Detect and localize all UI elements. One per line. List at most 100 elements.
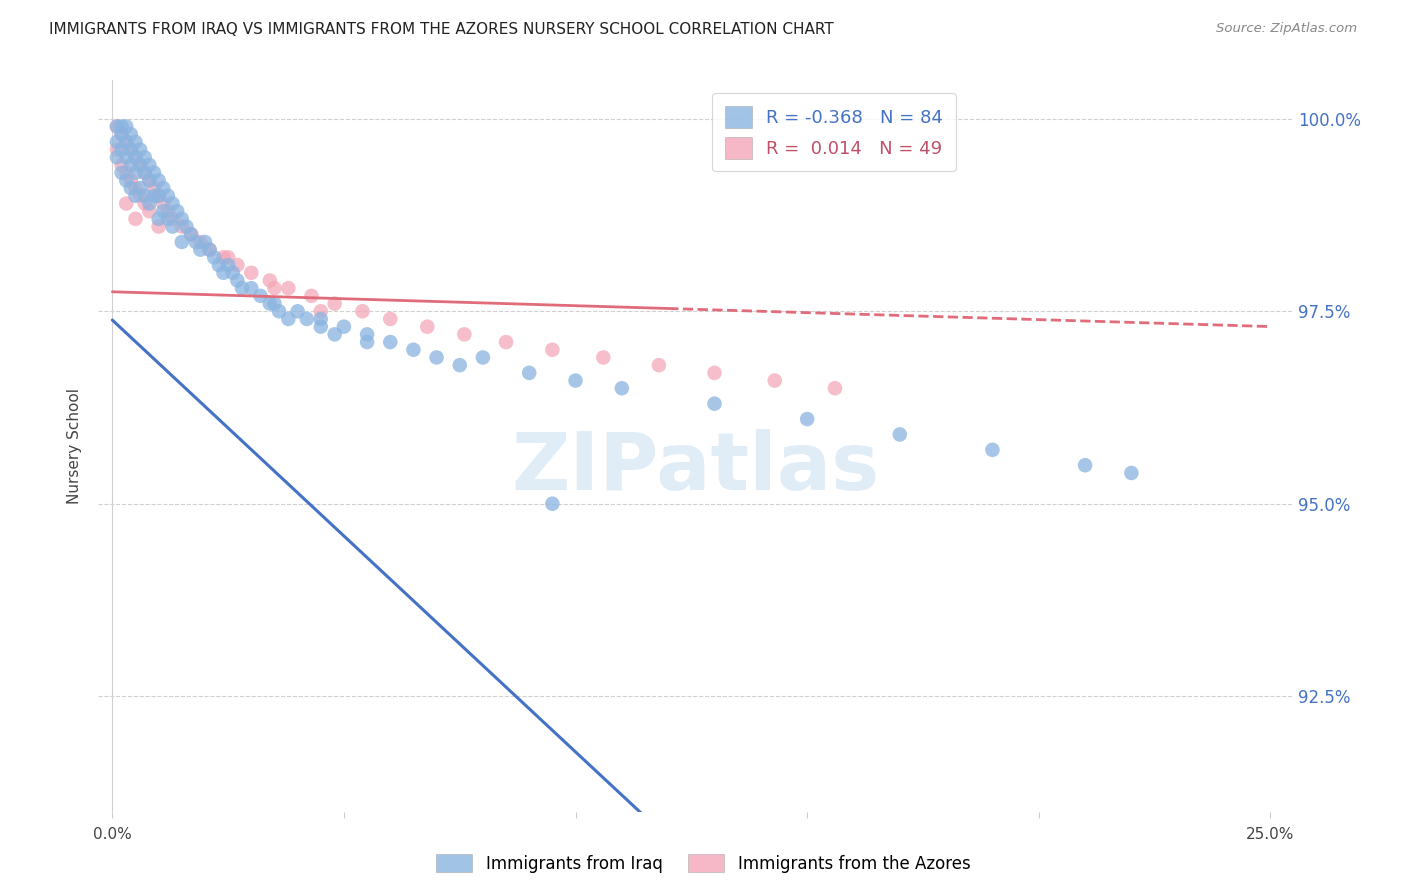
Point [152,181,174,195]
Point [208,258,231,272]
Point [162,211,184,226]
Point [184,235,207,249]
Point [352,304,374,318]
Point [162,196,184,211]
Point [148,173,170,187]
Point [287,304,309,318]
Point [120,173,142,187]
Point [263,296,285,310]
Point [170,235,193,249]
Point [120,143,142,157]
Point [138,204,160,219]
Point [217,258,239,272]
Point [380,334,402,349]
Point [981,442,1004,457]
Point [212,251,235,265]
Text: Source: ZipAtlas.com: Source: ZipAtlas.com [1216,22,1357,36]
Point [1074,458,1097,473]
Point [217,251,239,265]
Text: 25.0%: 25.0% [1246,827,1295,842]
Point [259,296,281,310]
Point [124,188,146,202]
Point [426,351,449,365]
Point [110,143,132,157]
Point [188,243,211,257]
Point [222,266,245,280]
Point [124,135,146,149]
Point [138,196,160,211]
Point [115,150,138,164]
Legend: Immigrants from Iraq, Immigrants from the Azores: Immigrants from Iraq, Immigrants from th… [429,847,977,880]
Point [120,181,142,195]
Point [295,312,318,326]
Point [564,374,586,388]
Point [129,158,152,172]
Point [124,181,146,195]
Point [143,181,166,195]
Point [517,366,540,380]
Point [110,127,132,141]
Point [105,135,128,149]
Point [333,319,356,334]
Point [648,358,671,372]
Point [105,120,128,134]
Point [402,343,425,357]
Point [129,158,152,172]
Point [541,497,564,511]
Point [134,150,156,164]
Point [143,166,166,180]
Point [176,219,198,234]
Point [194,235,217,249]
Point [148,188,170,202]
Point [134,166,156,180]
Point [267,304,290,318]
Point [129,181,152,195]
Point [115,135,138,149]
Point [495,334,517,349]
Point [156,204,179,219]
Point [138,158,160,172]
Text: ZIPatlas: ZIPatlas [512,429,880,507]
Point [356,334,378,349]
Point [541,343,564,357]
Point [763,374,786,388]
Point [263,281,285,295]
Point [180,227,202,242]
Point [152,204,174,219]
Point [323,327,346,342]
Point [240,281,263,295]
Point [277,312,299,326]
Point [231,281,253,295]
Point [105,150,128,164]
Point [124,211,146,226]
Point [259,273,281,287]
Point [198,243,221,257]
Point [124,150,146,164]
Point [703,397,725,411]
Point [170,219,193,234]
Point [309,304,332,318]
Point [120,127,142,141]
Point [115,120,138,134]
Point [198,243,221,257]
Point [1121,466,1143,480]
Point [148,211,170,226]
Point [156,211,179,226]
Point [170,211,193,226]
Point [453,327,475,342]
Point [129,143,152,157]
Point [124,150,146,164]
Point [226,273,249,287]
Point [188,235,211,249]
Point [115,196,138,211]
Point [824,381,846,395]
Point [592,351,614,365]
Point [110,127,132,141]
Point [110,166,132,180]
Point [162,219,184,234]
Point [115,166,138,180]
Point [134,196,156,211]
Point [134,188,156,202]
Point [148,188,170,202]
Legend: R = -0.368   N = 84, R =  0.014   N = 49: R = -0.368 N = 84, R = 0.014 N = 49 [713,93,956,171]
